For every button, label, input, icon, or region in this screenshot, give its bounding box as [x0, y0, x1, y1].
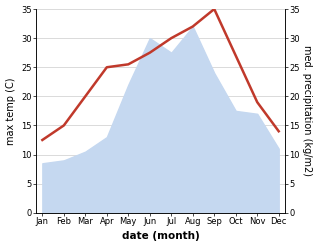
X-axis label: date (month): date (month) [122, 231, 199, 242]
Y-axis label: max temp (C): max temp (C) [5, 77, 16, 145]
Y-axis label: med. precipitation (kg/m2): med. precipitation (kg/m2) [302, 45, 313, 176]
